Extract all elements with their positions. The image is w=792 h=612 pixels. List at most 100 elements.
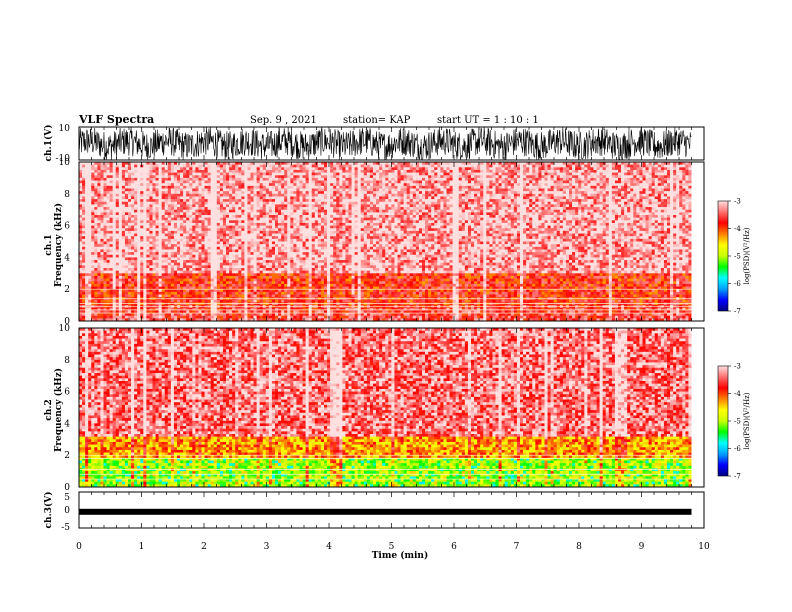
- spectrogram-cell: [210, 199, 215, 203]
- spectrogram-cell: [121, 241, 126, 245]
- spectrogram-cell: [118, 265, 123, 269]
- spectrogram-cell: [124, 207, 129, 210]
- spectrogram-cell: [170, 257, 175, 261]
- spectrogram-cell: [170, 233, 175, 237]
- spectrogram-cell: [226, 236, 230, 240]
- spectrogram-cell: [317, 299, 322, 303]
- spectrogram-cell: [146, 294, 150, 298]
- spectrogram-cell: [158, 302, 162, 306]
- spectrogram-cell: [180, 275, 184, 279]
- spectrogram-cell: [88, 249, 92, 253]
- spectrogram-cell: [320, 225, 325, 229]
- spectrogram-cell: [259, 260, 264, 263]
- spectrogram-cell: [85, 268, 89, 271]
- spectrogram-cell: [213, 273, 218, 277]
- spectrogram-cell: [317, 254, 322, 258]
- spectrogram-cell: [232, 262, 236, 266]
- spectrogram-cell: [161, 283, 166, 287]
- spectrogram-cell: [317, 169, 322, 173]
- spectrogram-cell: [146, 188, 150, 192]
- spectrogram-cell: [128, 273, 132, 277]
- spectrogram-cell: [131, 299, 135, 303]
- spectrogram-cell: [134, 162, 138, 165]
- spectrogram-cell: [158, 281, 162, 285]
- spectrogram-cell: [219, 244, 224, 248]
- spectrogram-cell: [226, 228, 230, 232]
- spectrogram-cell: [244, 302, 248, 306]
- spectrogram-cell: [287, 249, 291, 253]
- spectrogram-cell: [158, 262, 162, 266]
- spectrogram-cell: [253, 286, 257, 290]
- spectrogram-cell: [324, 260, 328, 263]
- spectrogram-cell: [158, 254, 162, 258]
- spectrogram-cell: [308, 289, 313, 293]
- spectrogram-cell: [149, 199, 153, 203]
- spectrogram-cell: [320, 191, 325, 195]
- spectrogram-cell: [204, 310, 208, 314]
- spectrogram-cell: [186, 257, 190, 261]
- spectrogram-cell: [112, 172, 117, 176]
- spectrogram-cell: [324, 289, 328, 293]
- spectrogram-cell: [229, 252, 233, 256]
- spectrogram-cell: [82, 169, 86, 173]
- spectrogram-cell: [82, 167, 86, 171]
- spectrogram-cell: [305, 254, 309, 258]
- spectrogram-cell: [100, 310, 104, 314]
- spectrogram-cell: [229, 199, 233, 203]
- spectrogram-cell: [85, 222, 89, 226]
- spectrogram-cell: [134, 241, 138, 245]
- spectrogram-cell: [299, 233, 303, 237]
- spectrogram-cell: [320, 278, 325, 282]
- spectrogram-cell: [247, 172, 251, 176]
- spectrogram-cell: [284, 310, 288, 314]
- spectrogram-cell: [118, 289, 123, 293]
- spectrogram-cell: [100, 228, 104, 232]
- spectrogram-cell: [146, 307, 150, 311]
- spectrogram-cell: [177, 236, 181, 240]
- spectrogram-cell: [189, 199, 193, 203]
- spectrogram-cell: [137, 318, 141, 322]
- spectrogram-cell: [195, 275, 199, 279]
- spectrogram-cell: [302, 246, 306, 250]
- spectrogram-cell: [180, 260, 184, 263]
- spectrogram-cell: [124, 254, 129, 258]
- spectrogram-cell: [134, 257, 138, 261]
- spectrogram-cell: [317, 318, 322, 322]
- spectrogram-cell: [195, 215, 199, 218]
- spectrogram-cell: [158, 307, 162, 311]
- spectrogram-cell: [180, 215, 184, 218]
- spectrogram-cell: [302, 209, 306, 213]
- spectrogram-cell: [275, 180, 279, 184]
- spectrogram-cell: [241, 212, 245, 216]
- spectrogram-cell: [250, 246, 254, 250]
- spectrogram-cell: [167, 265, 172, 269]
- spectrogram-cell: [293, 167, 297, 171]
- spectrogram-cell: [302, 268, 306, 271]
- spectrogram-cell: [180, 246, 184, 250]
- spectrogram-cell: [299, 215, 303, 218]
- spectrogram-cell: [155, 183, 159, 187]
- spectrogram-cell: [91, 169, 95, 173]
- spectrogram-cell: [207, 215, 211, 218]
- spectrogram-cell: [173, 207, 178, 210]
- spectrogram-cell: [216, 217, 221, 221]
- spectrogram-cell: [152, 164, 156, 168]
- spectrogram-cell: [180, 191, 184, 195]
- spectrogram-cell: [290, 236, 294, 240]
- spectrogram-cell: [152, 220, 156, 224]
- spectrogram-cell: [100, 283, 104, 287]
- spectrogram-cell: [256, 164, 260, 168]
- spectrogram-cell: [275, 249, 279, 253]
- spectrogram-cell: [128, 244, 132, 248]
- spectrogram-cell: [229, 236, 233, 240]
- spectrogram-cell: [124, 281, 129, 285]
- spectrogram-cell: [222, 209, 227, 213]
- spectrogram-cell: [268, 265, 273, 269]
- spectrogram-cell: [256, 167, 260, 171]
- spectrogram-cell: [79, 191, 83, 195]
- spectrogram-cell: [137, 177, 141, 181]
- spectrogram-cell: [293, 215, 297, 218]
- spectrogram-cell: [112, 313, 117, 316]
- spectrogram-cell: [271, 281, 276, 285]
- spectrogram-cell: [91, 260, 95, 263]
